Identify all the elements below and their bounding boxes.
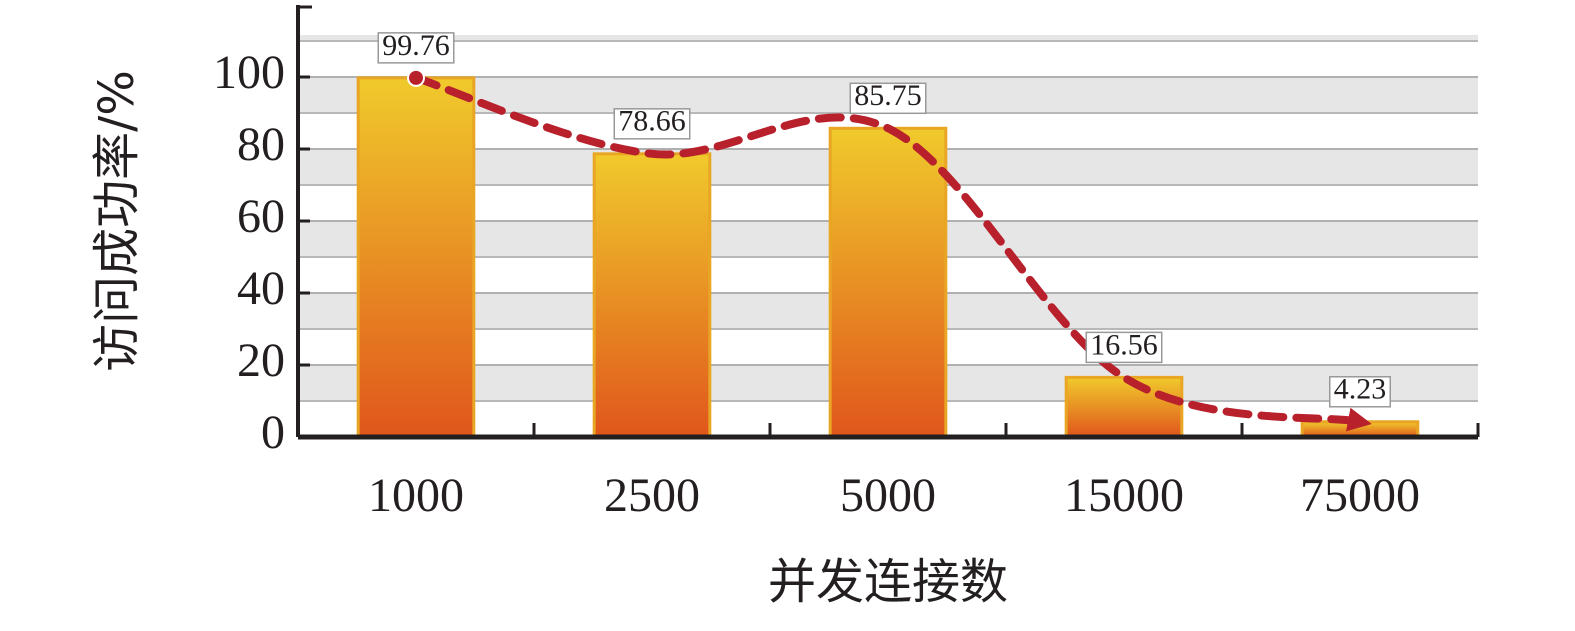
value-label-box — [613, 108, 691, 140]
bar — [828, 126, 948, 439]
y-tick-label: 60 — [237, 190, 285, 243]
value-label-group: 4.23 — [1329, 373, 1391, 408]
value-label-box — [1329, 376, 1391, 408]
value-label-box — [1085, 331, 1163, 364]
value-label-group: 78.66 — [613, 105, 691, 140]
trend-start — [407, 68, 425, 87]
value-label: 78.66 — [618, 105, 686, 138]
value-label: 85.75 — [854, 79, 922, 112]
bar — [356, 76, 476, 439]
grid-stripe — [298, 35, 1478, 41]
x-tick-label: 2500 — [604, 469, 700, 522]
x-tick-label: 15000 — [1064, 469, 1184, 522]
x-tick-label: 75000 — [1300, 469, 1420, 522]
trend-line — [412, 73, 1372, 432]
y-tick-label: 40 — [237, 262, 285, 315]
y-tick-label: 20 — [237, 334, 285, 387]
value-label: 16.56 — [1090, 328, 1158, 361]
x-tick-label: 1000 — [368, 469, 464, 522]
y-tick-label: 0 — [261, 406, 285, 459]
value-label-box — [377, 32, 455, 64]
value-label-group: 16.56 — [1085, 328, 1163, 364]
value-label: 99.76 — [382, 29, 450, 62]
y-axis-title: 访问成功率/% — [89, 70, 145, 372]
bar — [1064, 375, 1184, 439]
value-label-group: 85.75 — [849, 79, 927, 115]
x-tick-label: 5000 — [840, 469, 936, 522]
value-label-box — [849, 82, 927, 115]
value-label-group: 99.76 — [377, 29, 455, 64]
y-tick-label: 100 — [213, 46, 285, 99]
bar — [592, 152, 712, 439]
x-axis-title: 并发连接数 — [768, 554, 1008, 610]
value-label: 4.23 — [1334, 373, 1387, 406]
y-tick-label: 80 — [237, 118, 285, 171]
